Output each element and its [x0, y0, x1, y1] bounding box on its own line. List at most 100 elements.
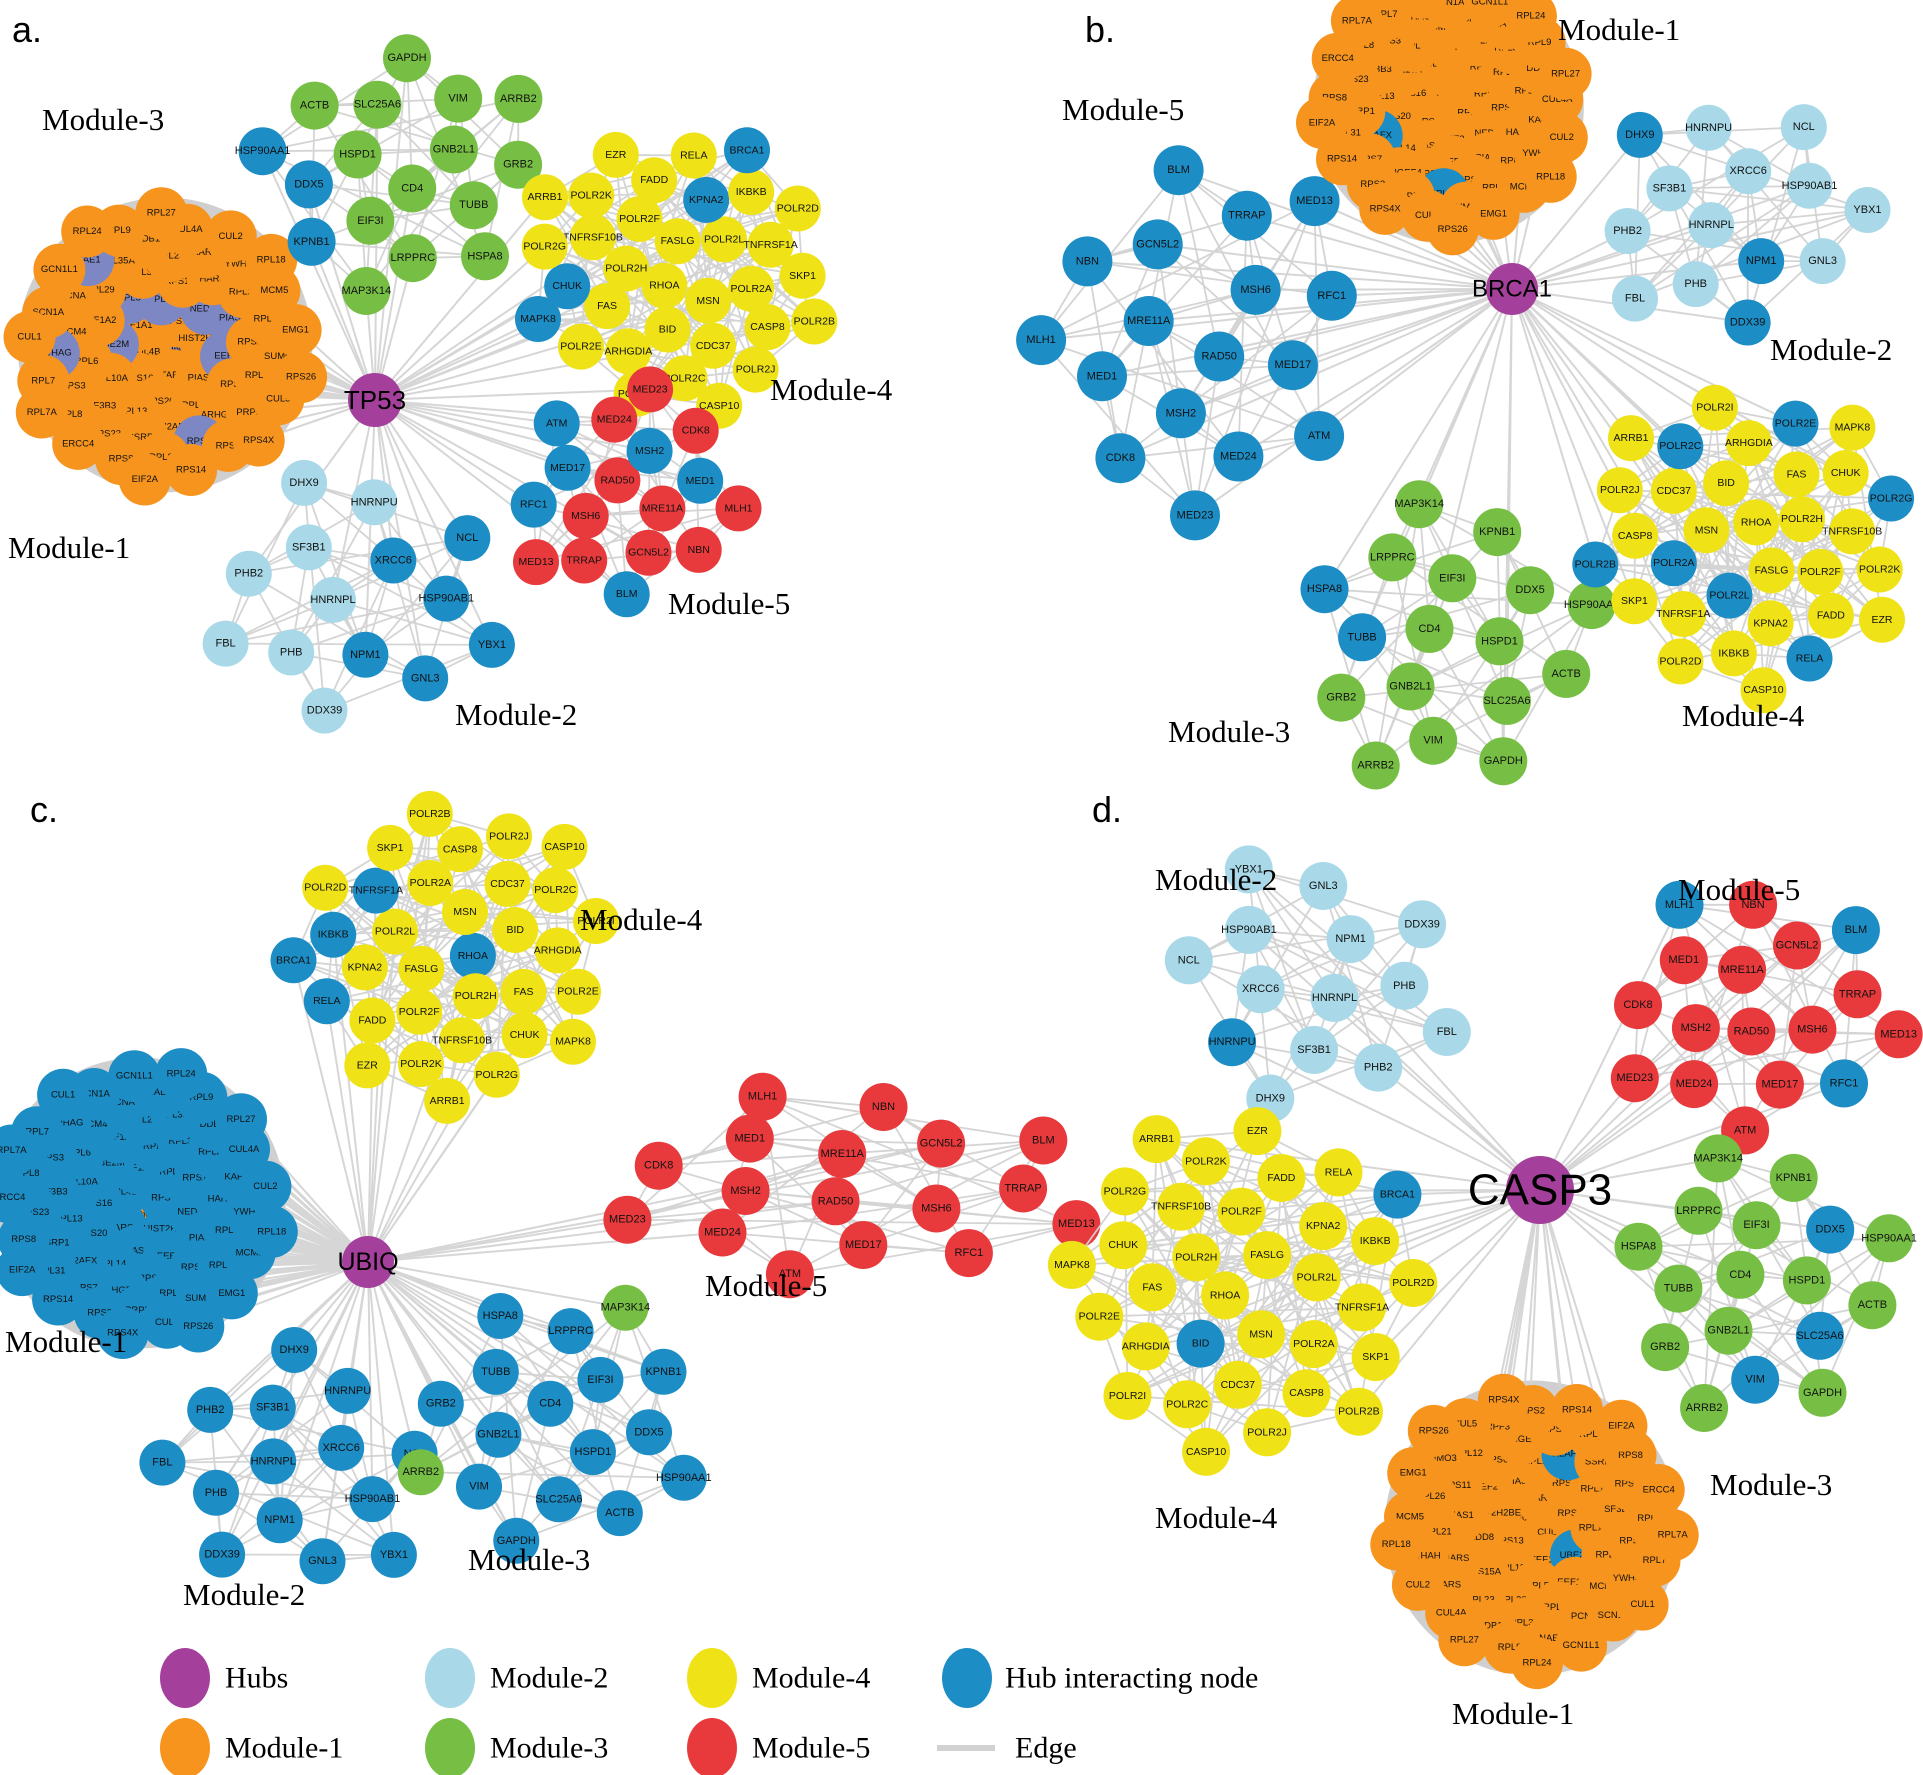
node-circle	[1121, 1322, 1170, 1371]
node-label: GNB2L1	[1389, 681, 1431, 693]
node-label: MSH2	[730, 1185, 761, 1197]
node-MSH6: MSH6	[1230, 264, 1281, 315]
node-VIM: VIM	[1409, 716, 1458, 765]
node-circle	[486, 813, 532, 860]
node-RPL27: RPL27	[135, 187, 188, 240]
node-circle	[670, 132, 717, 179]
node-label: CDK8	[682, 425, 710, 437]
legend-item-module-4: Module-4	[687, 1648, 870, 1708]
node-label: HSPA8	[467, 250, 502, 262]
node-circle	[324, 1367, 371, 1414]
node-label: GAPDH	[387, 52, 426, 64]
node-circle	[1289, 176, 1340, 227]
node-KPNA2: KPNA2	[1747, 600, 1794, 647]
node-circle	[1683, 507, 1730, 554]
node-circle	[616, 196, 663, 242]
node-label: MED17	[550, 462, 585, 474]
node-label: FASLG	[1250, 1249, 1284, 1261]
node-circle	[1829, 508, 1876, 555]
node-label: POLR2E	[560, 341, 601, 353]
node-ARHGDIA: ARHGDIA	[534, 927, 582, 974]
node-label: BRCA1	[1380, 1189, 1415, 1201]
node-label: RAD50	[1734, 1026, 1769, 1038]
node-label: ERCC4	[1322, 53, 1354, 64]
node-label: NAE1	[1539, 1633, 1564, 1644]
node-label: BID	[506, 924, 524, 936]
node-label: ARRB2	[500, 93, 537, 105]
node-label: ARHGDIA	[604, 345, 652, 357]
node-label: SSRP1	[1585, 1456, 1616, 1467]
node-label: ARHGEF4	[98, 1285, 143, 1296]
node-label: ARHGDIA	[1725, 437, 1773, 449]
node-label: ACTB	[605, 1507, 634, 1519]
node-label: CHUK	[1108, 1239, 1138, 1251]
node-HNRNPL: HNRNPL	[310, 576, 356, 623]
node-circle	[1428, 554, 1477, 603]
node-CDC37: CDC37	[690, 322, 737, 369]
node-circle	[1389, 1259, 1438, 1307]
node-circle	[1608, 415, 1654, 462]
node-LRPPRC: LRPPRC	[547, 1308, 594, 1355]
node-circle	[1300, 565, 1349, 614]
node-label: MED17	[1275, 359, 1312, 371]
node-MSH2: MSH2	[1671, 1004, 1720, 1053]
node-label: KARS	[1435, 1579, 1461, 1590]
node-label: POLR2J	[489, 830, 529, 842]
node-POLR2J: POLR2J	[1243, 1408, 1292, 1457]
node-label: EZR	[357, 1059, 378, 1071]
node-label: RPL29	[129, 1114, 158, 1125]
node-label: MED13	[1296, 195, 1333, 207]
node-GCN1L1: GCN1L1	[33, 243, 86, 296]
node-MSN: MSN	[442, 889, 488, 935]
node-label: RPL12	[159, 1288, 188, 1299]
node-label: MLH1	[724, 502, 752, 514]
node-POLR2D: POLR2D	[1657, 638, 1704, 685]
node-label: GNL3	[411, 672, 440, 684]
node-CUL2: CUL2	[239, 1160, 292, 1213]
node-circle	[569, 214, 616, 261]
node-label: PHB	[205, 1487, 228, 1499]
node-POLR2C: POLR2C	[532, 867, 579, 914]
node-label: LRPPRC	[1676, 1205, 1721, 1217]
node-GCN5L2: GCN5L2	[1132, 219, 1183, 270]
node-circle	[225, 550, 272, 597]
node-label: DDX5	[1515, 584, 1544, 596]
node-circle	[625, 529, 672, 576]
node-label: RPL21	[1423, 1526, 1452, 1537]
node-circle	[1334, 1387, 1383, 1436]
node-circle	[1479, 737, 1528, 786]
node-label: FAS	[1142, 1281, 1162, 1293]
node-circle	[353, 80, 402, 129]
node-circle	[1798, 1368, 1847, 1417]
node-label: EEF1A1	[117, 320, 152, 331]
node-label: SF3B1	[1297, 1044, 1331, 1056]
node-circle	[577, 1356, 624, 1403]
node-label: HNRNPU	[324, 1385, 371, 1397]
node-ACTB: ACTB	[1848, 1281, 1897, 1330]
node-ATM: ATM	[765, 1250, 814, 1299]
node-MAP3K14: MAP3K14	[342, 267, 391, 315]
node-circle	[37, 1068, 90, 1121]
node-label: BLM	[1032, 1135, 1055, 1147]
node-label: CUL5	[155, 1317, 179, 1328]
node-label: CUL5	[266, 394, 290, 405]
node-label: SSRP1	[127, 432, 158, 443]
node-circle	[573, 898, 619, 944]
node-label: XRCC6	[1730, 165, 1767, 177]
node-label: POLR2J	[1600, 484, 1640, 496]
node-label: POLR2A	[730, 283, 771, 295]
node-label: GRB2	[426, 1398, 456, 1410]
node-label: MCM5	[260, 285, 288, 296]
node-RPL7A: RPL7A	[15, 386, 68, 439]
node-label: RPL8	[16, 1168, 40, 1179]
node-label: HSP90AB1	[1782, 180, 1838, 192]
node-label: YBX1	[1235, 863, 1263, 875]
node-ARRB2: ARRB2	[1351, 741, 1400, 790]
node-label: YWHAG	[1613, 1573, 1649, 1584]
node-VIM: VIM	[1731, 1355, 1780, 1404]
node-circle	[1296, 96, 1348, 149]
node-RPL24: RPL24	[61, 205, 114, 258]
node-circle	[1807, 592, 1854, 639]
node-label: POLR2L	[1709, 590, 1749, 602]
node-POLR2G: POLR2G	[473, 1051, 520, 1098]
